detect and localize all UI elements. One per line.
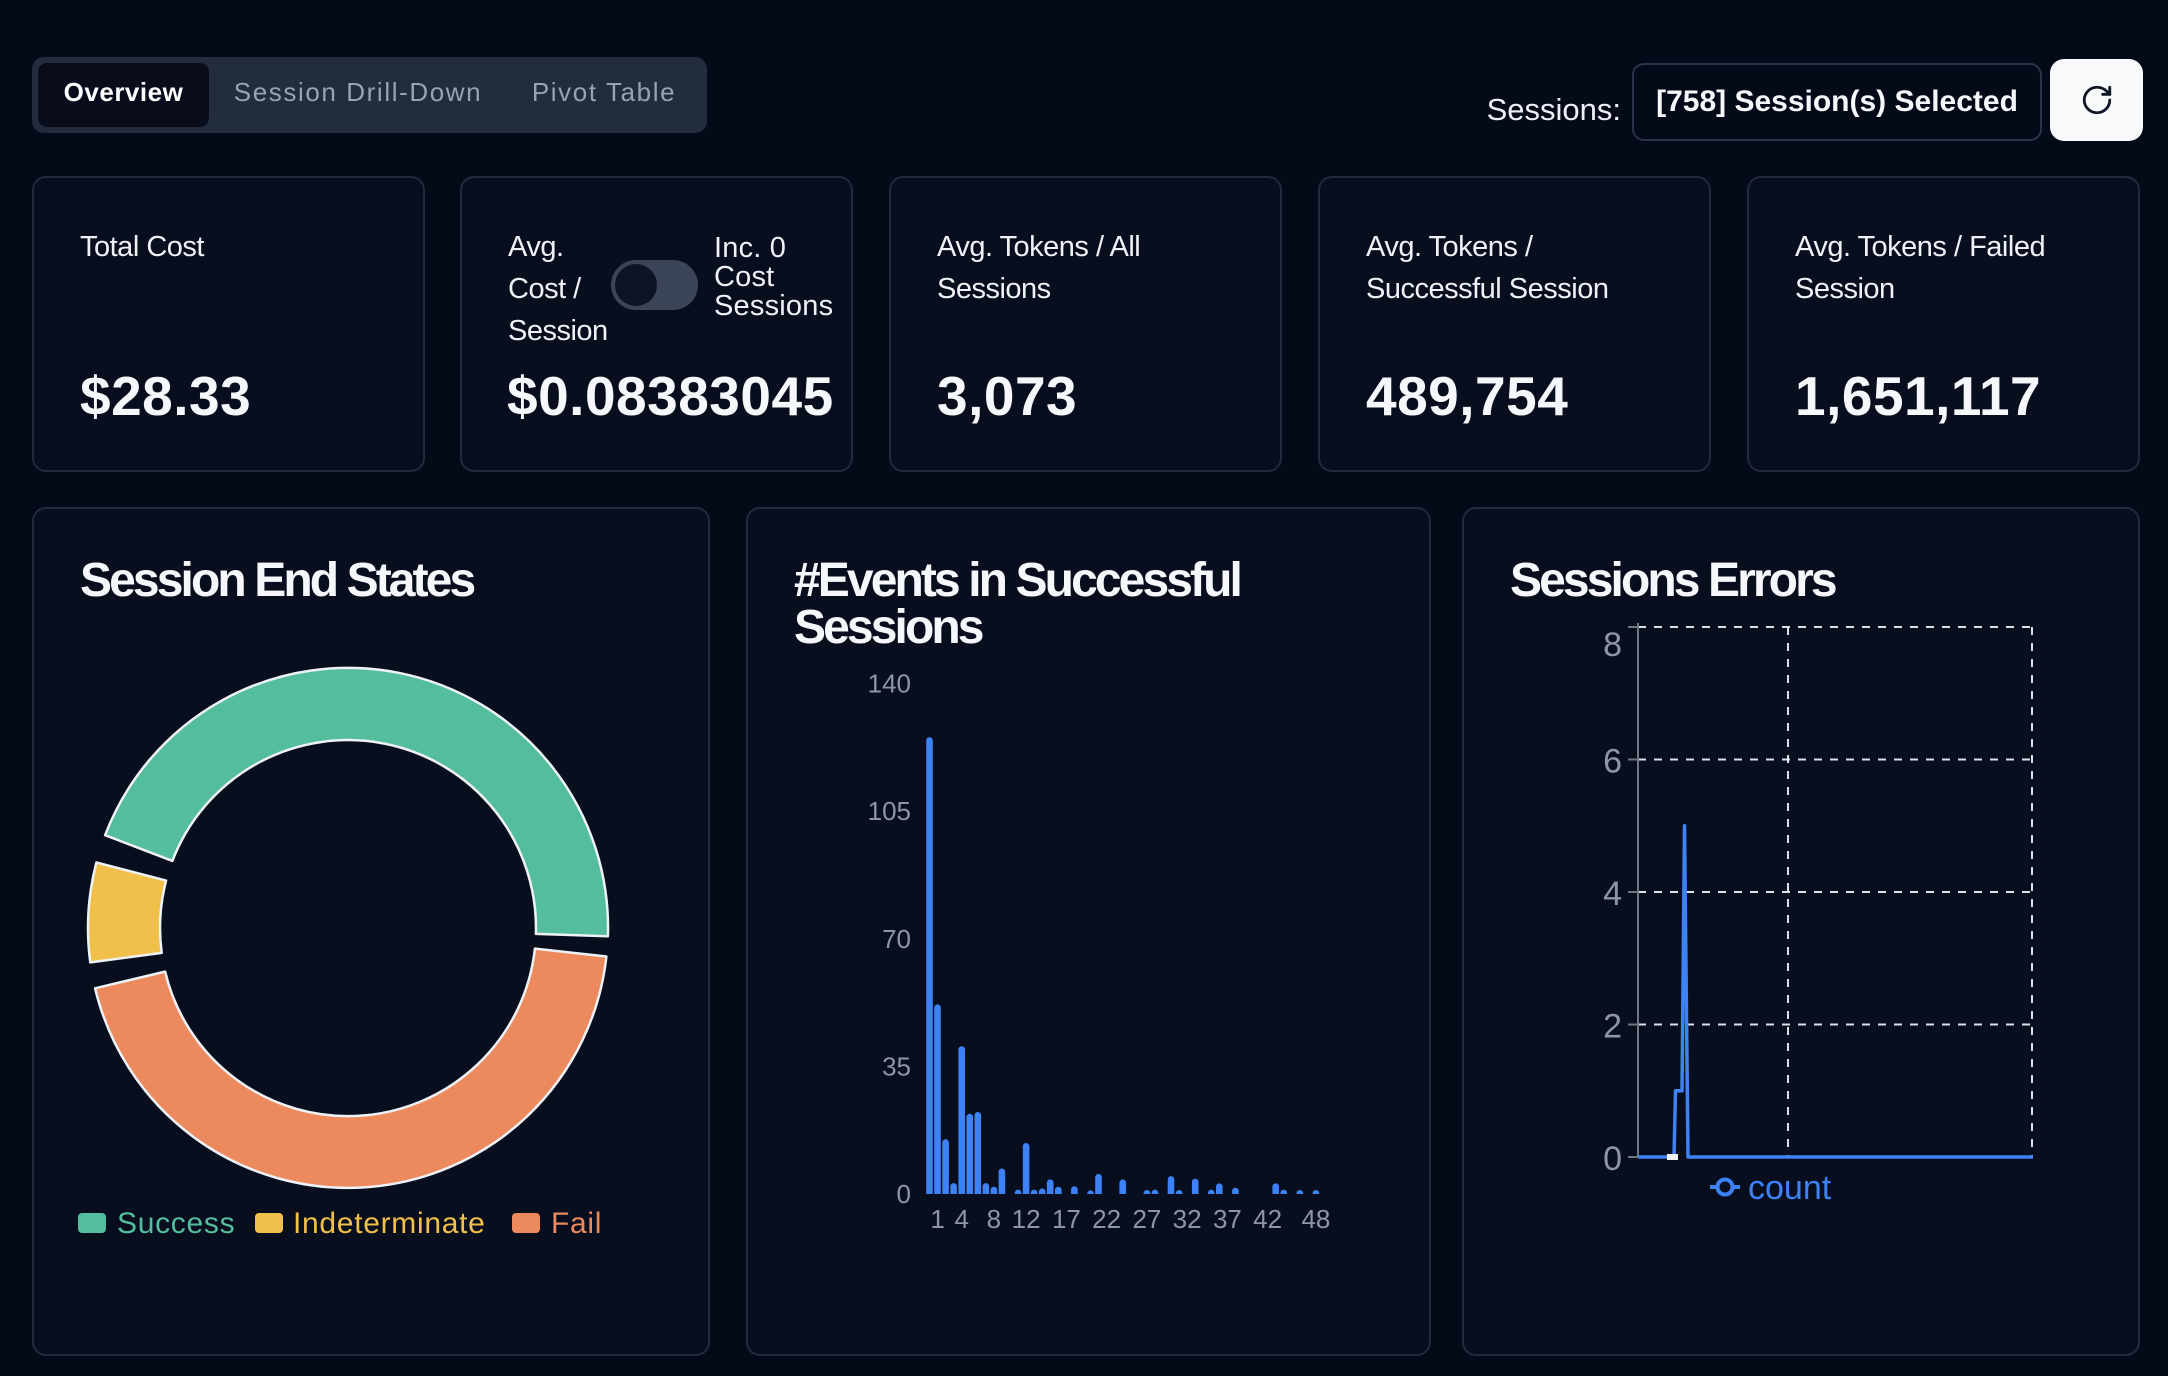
svg-text:32: 32 xyxy=(1173,1204,1202,1234)
svg-text:count: count xyxy=(1748,1169,1832,1207)
svg-text:4: 4 xyxy=(954,1204,968,1234)
svg-text:17: 17 xyxy=(1052,1204,1081,1234)
svg-text:0: 0 xyxy=(1603,1140,1622,1178)
svg-text:27: 27 xyxy=(1132,1204,1161,1234)
svg-text:0: 0 xyxy=(897,1179,911,1209)
svg-text:4: 4 xyxy=(1603,875,1622,913)
svg-text:6: 6 xyxy=(1603,743,1622,781)
svg-text:42: 42 xyxy=(1253,1204,1282,1234)
svg-text:70: 70 xyxy=(882,924,911,954)
svg-text:37: 37 xyxy=(1213,1204,1242,1234)
svg-text:12: 12 xyxy=(1012,1204,1041,1234)
svg-text:105: 105 xyxy=(868,796,911,826)
svg-text:1: 1 xyxy=(930,1204,944,1234)
svg-text:2: 2 xyxy=(1603,1008,1622,1046)
svg-text:140: 140 xyxy=(868,669,911,699)
svg-text:8: 8 xyxy=(987,1204,1001,1234)
svg-text:8: 8 xyxy=(1603,626,1622,664)
svg-text:48: 48 xyxy=(1301,1204,1330,1234)
svg-text:35: 35 xyxy=(882,1051,911,1081)
svg-text:22: 22 xyxy=(1092,1204,1121,1234)
